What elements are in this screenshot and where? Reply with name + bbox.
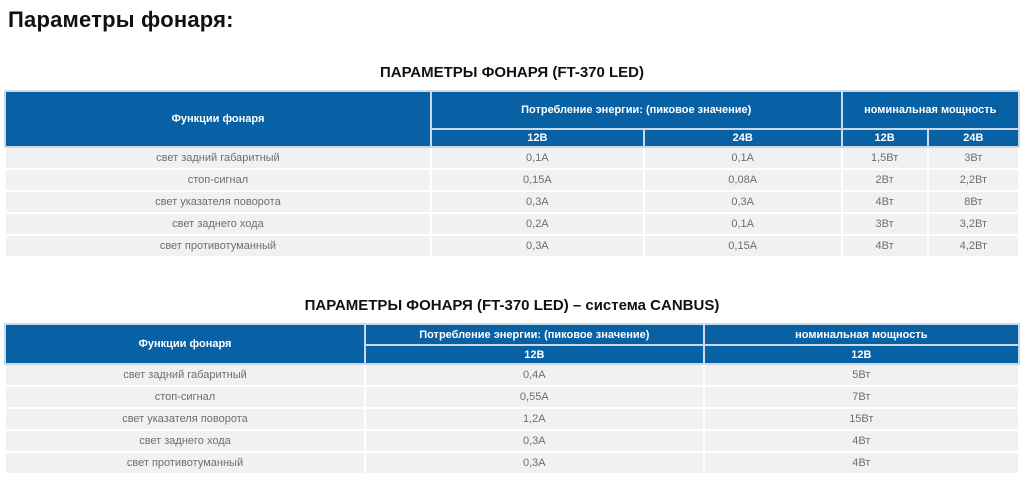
cell-function: свет противотуманный xyxy=(4,234,432,258)
cell-function: свет задний габаритный xyxy=(4,146,432,170)
col-header-nominal-group: номинальная мощность xyxy=(702,323,1021,346)
cell-power-12v: 4Вт xyxy=(702,451,1021,475)
cell-consumption-12v: 1,2А xyxy=(363,407,705,431)
cell-power-12v: 15Вт xyxy=(702,407,1021,431)
cell-power-12v: 4Вт xyxy=(840,190,929,214)
cell-consumption-12v: 0,3А xyxy=(429,190,645,214)
cell-power-24v: 8Вт xyxy=(926,190,1021,214)
table-row: свет противотуманный 0,3А 0,15А 4Вт 4,2В… xyxy=(4,234,1021,258)
cell-consumption-12v: 0,3А xyxy=(363,429,705,453)
cell-consumption-24v: 0,3А xyxy=(642,190,843,214)
col-header-functions: Функции фонаря xyxy=(4,90,432,148)
cell-power-12v: 4Вт xyxy=(840,234,929,258)
cell-consumption-24v: 0,1А xyxy=(642,146,843,170)
cell-consumption-24v: 0,1А xyxy=(642,212,843,236)
table-subheader-row: 12В 12В xyxy=(5,344,1021,365)
table-row: свет заднего хода 0,3А 4Вт xyxy=(4,429,1021,453)
col-header-functions: Функции фонаря xyxy=(4,323,366,365)
cell-power-24v: 3Вт xyxy=(926,146,1021,170)
page-title: Параметры фонаря: xyxy=(8,7,234,32)
cell-power-12v: 7Вт xyxy=(702,385,1021,409)
cell-function: свет противотуманный xyxy=(4,451,366,475)
lamp-parameters-table-ft370-canbus: Функции фонаря Потребление энергии: (пик… xyxy=(4,323,1021,475)
col-header-consumption-group: Потребление энергии: (пиковое значение) xyxy=(429,90,843,130)
cell-function: свет заднего хода xyxy=(4,212,432,236)
cell-function: свет указателя поворота xyxy=(4,407,366,431)
table-row: свет задний габаритный 0,1А 0,1А 1,5Вт 3… xyxy=(4,146,1021,170)
cell-consumption-12v: 0,1А xyxy=(429,146,645,170)
table-header-row: Функции фонаря Потребление энергии: (пик… xyxy=(4,90,1021,148)
col-header-consumption-12v: 12В xyxy=(429,128,645,148)
cell-function: стоп-сигнал xyxy=(4,385,366,409)
col-header-consumption-group: Потребление энергии: (пиковое значение) xyxy=(363,323,705,346)
table-row: свет указателя поворота 0,3А 0,3А 4Вт 8В… xyxy=(4,190,1021,214)
table-subheader-row: 12В 24В 12В 24В xyxy=(5,128,1021,148)
cell-consumption-12v: 0,3А xyxy=(429,234,645,258)
cell-function: свет указателя поворота xyxy=(4,190,432,214)
table2-title: ПАРАМЕТРЫ ФОНАРЯ (FT-370 LED) – система … xyxy=(304,297,720,314)
lamp-parameters-table-ft370: Функции фонаря Потребление энергии: (пик… xyxy=(4,90,1021,258)
col-header-consumption-24v: 24В xyxy=(642,128,843,148)
col-header-consumption-12v: 12В xyxy=(363,344,705,365)
cell-power-12v: 4Вт xyxy=(702,429,1021,453)
cell-consumption-24v: 0,08А xyxy=(642,168,843,192)
col-header-nominal-24v: 24В xyxy=(926,128,1021,148)
table-row: стоп-сигнал 0,15А 0,08А 2Вт 2,2Вт xyxy=(4,168,1021,192)
cell-power-24v: 3,2Вт xyxy=(926,212,1021,236)
cell-consumption-24v: 0,15А xyxy=(642,234,843,258)
col-header-nominal-group: номинальная мощность xyxy=(840,90,1021,130)
col-header-nominal-12v: 12В xyxy=(840,128,929,148)
cell-consumption-12v: 0,2А xyxy=(429,212,645,236)
cell-power-12v: 5Вт xyxy=(702,363,1021,387)
cell-power-12v: 1,5Вт xyxy=(840,146,929,170)
cell-power-12v: 3Вт xyxy=(840,212,929,236)
cell-function: свет задний габаритный xyxy=(4,363,366,387)
table-row: свет указателя поворота 1,2А 15Вт xyxy=(4,407,1021,431)
table-row: свет противотуманный 0,3А 4Вт xyxy=(4,451,1021,475)
cell-power-12v: 2Вт xyxy=(840,168,929,192)
cell-consumption-12v: 0,4А xyxy=(363,363,705,387)
cell-function: стоп-сигнал xyxy=(4,168,432,192)
cell-consumption-12v: 0,15А xyxy=(429,168,645,192)
table1-title: ПАРАМЕТРЫ ФОНАРЯ (FT-370 LED) xyxy=(379,64,645,81)
cell-power-24v: 2,2Вт xyxy=(926,168,1021,192)
table-row: свет задний габаритный 0,4А 5Вт xyxy=(4,363,1021,387)
cell-function: свет заднего хода xyxy=(4,429,366,453)
cell-power-24v: 4,2Вт xyxy=(926,234,1021,258)
table-row: свет заднего хода 0,2А 0,1А 3Вт 3,2Вт xyxy=(4,212,1021,236)
cell-consumption-12v: 0,3А xyxy=(363,451,705,475)
col-header-nominal-12v: 12В xyxy=(702,344,1021,365)
table-header-row: Функции фонаря Потребление энергии: (пик… xyxy=(4,323,1021,365)
table-row: стоп-сигнал 0,55А 7Вт xyxy=(4,385,1021,409)
cell-consumption-12v: 0,55А xyxy=(363,385,705,409)
